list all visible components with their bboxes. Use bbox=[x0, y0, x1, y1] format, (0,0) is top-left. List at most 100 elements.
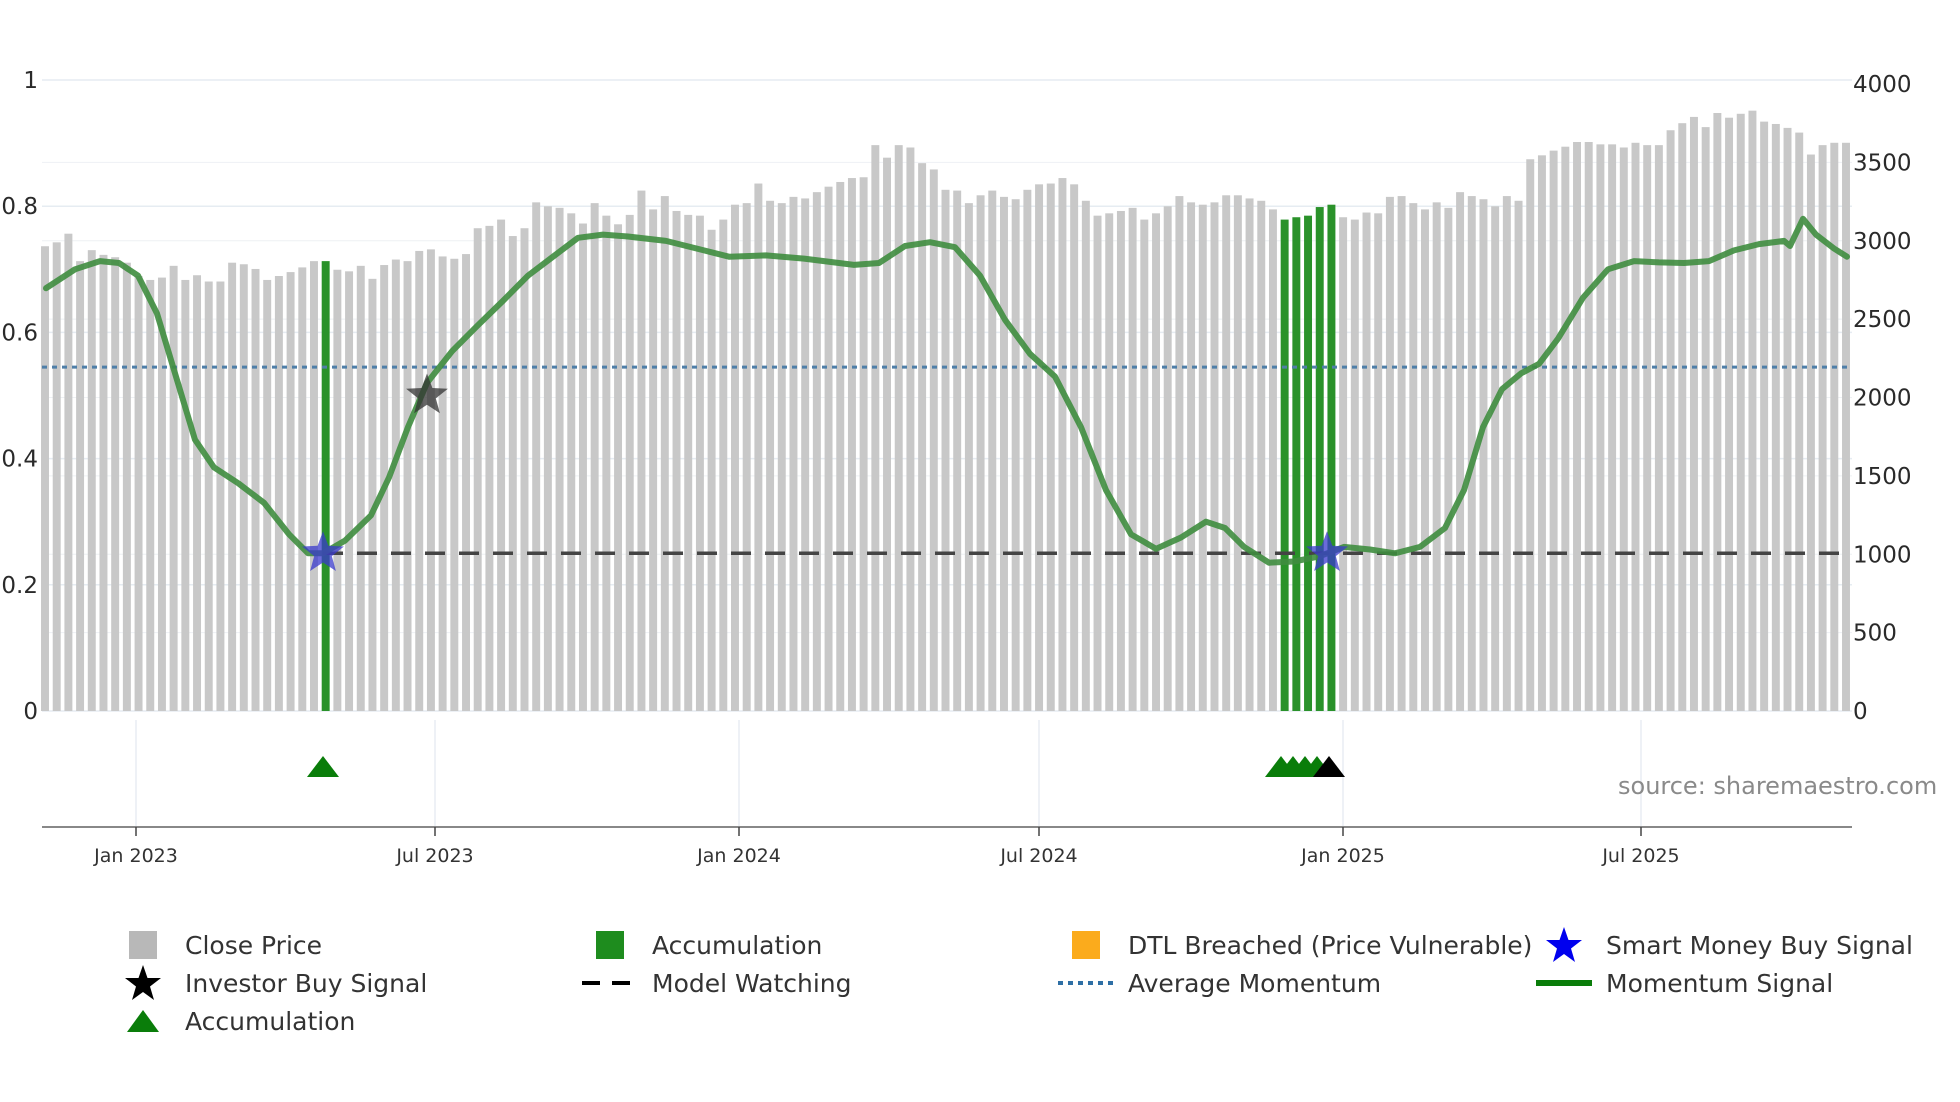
x-tick-label: Jul 2025 bbox=[1601, 845, 1679, 867]
close-price-bar bbox=[485, 225, 494, 711]
right-tick-label: 500 bbox=[1853, 621, 1897, 647]
close-price-bar bbox=[1011, 199, 1020, 711]
legend-accumulation-bar[interactable]: Accumulation bbox=[580, 929, 822, 961]
close-price-bar bbox=[134, 276, 143, 711]
close-price-bar bbox=[1701, 127, 1710, 711]
close-price-bar bbox=[345, 271, 354, 711]
x-tick-label: Jan 2024 bbox=[696, 845, 781, 867]
right-tick-label: 3000 bbox=[1853, 229, 1912, 255]
close-price-bar bbox=[1514, 200, 1523, 711]
close-price-bar bbox=[836, 181, 845, 711]
x-tick-label: Jul 2024 bbox=[999, 845, 1077, 867]
legend-average-momentum[interactable]: Average Momentum bbox=[1056, 967, 1381, 999]
close-price-bar bbox=[1222, 195, 1231, 712]
close-price-bar bbox=[1070, 184, 1079, 711]
close-price-bar bbox=[368, 278, 377, 711]
close-price-bar bbox=[76, 261, 85, 711]
legend-accumulation-marker[interactable]: Accumulation bbox=[113, 1005, 355, 1037]
close-price-bar bbox=[157, 277, 166, 711]
close-price-bar bbox=[719, 219, 728, 711]
legend-momentum-signal[interactable]: Momentum Signal bbox=[1534, 967, 1833, 999]
close-price-bar bbox=[824, 186, 833, 711]
close-price-bar bbox=[193, 275, 202, 711]
square-icon bbox=[113, 929, 173, 961]
accumulation-bar bbox=[321, 261, 330, 711]
close-price-bar bbox=[391, 259, 400, 711]
close-price-bar bbox=[812, 192, 821, 712]
left-tick-label: 0.8 bbox=[1, 194, 38, 220]
close-price-bar bbox=[497, 219, 506, 711]
close-price-bar bbox=[426, 249, 435, 711]
close-price-bar bbox=[403, 261, 412, 711]
close-price-bar bbox=[672, 210, 681, 711]
close-price-bar bbox=[1175, 196, 1184, 712]
legend-investor-buy[interactable]: Investor Buy Signal bbox=[113, 965, 427, 1000]
right-tick-label: 3500 bbox=[1853, 150, 1912, 176]
accumulation-bar bbox=[1280, 219, 1289, 711]
close-price-bar bbox=[1421, 209, 1429, 711]
close-price-bar bbox=[906, 147, 915, 711]
close-price-bar bbox=[1245, 198, 1254, 712]
close-price-bar bbox=[1526, 159, 1535, 712]
left-y-axis: 0 0.2 0.4 0.6 0.8 1 bbox=[1, 68, 38, 725]
close-price-bar bbox=[251, 268, 260, 711]
close-price-bar bbox=[1666, 130, 1675, 711]
close-price-bar bbox=[228, 262, 237, 711]
close-price-bar bbox=[847, 178, 856, 712]
x-axis: Jan 2023 Jul 2023 Jan 2024 Jul 2024 Jan 2025… bbox=[42, 826, 1852, 867]
legend-dtl-breached[interactable]: DTL Breached (Price Vulnerable) bbox=[1056, 929, 1532, 961]
close-price-bar bbox=[602, 215, 611, 712]
close-price-bar bbox=[625, 214, 634, 712]
legend-close-price[interactable]: Close Price bbox=[113, 929, 322, 961]
left-tick-label: 0.2 bbox=[1, 573, 38, 599]
close-price-bar bbox=[1210, 202, 1219, 711]
close-price-bar bbox=[1596, 144, 1605, 711]
close-price-bar bbox=[1350, 219, 1359, 711]
close-price-bar bbox=[1608, 144, 1617, 711]
close-price-bar bbox=[590, 203, 599, 711]
close-price-bar bbox=[555, 207, 564, 711]
close-price-bar bbox=[204, 281, 213, 711]
close-price-bar bbox=[1268, 209, 1277, 711]
close-price-bar bbox=[52, 242, 61, 711]
close-price-bar bbox=[1187, 202, 1196, 711]
close-price-bar bbox=[883, 157, 892, 712]
close-price-bar bbox=[707, 229, 716, 711]
close-price-bar bbox=[953, 190, 962, 712]
close-price-bar bbox=[578, 223, 587, 711]
star-icon bbox=[1534, 927, 1594, 962]
right-tick-label: 2500 bbox=[1853, 307, 1912, 333]
reference-lines bbox=[42, 365, 1852, 555]
right-y-axis: 0 500 1000 1500 2000 2500 3000 3500 4000 bbox=[1853, 72, 1912, 725]
legend-smart-money-buy[interactable]: Smart Money Buy Signal bbox=[1534, 927, 1913, 962]
left-tick-label: 0.6 bbox=[1, 320, 38, 346]
close-price-bar bbox=[298, 267, 307, 711]
close-price-bar bbox=[1444, 207, 1453, 711]
left-tick-label: 0 bbox=[23, 699, 38, 725]
close-price-bar bbox=[918, 163, 927, 711]
close-price-bar bbox=[1725, 117, 1734, 712]
signal-markers bbox=[302, 373, 1348, 777]
square-icon bbox=[1056, 929, 1116, 961]
close-price-bar bbox=[1537, 155, 1546, 712]
close-price-bar bbox=[742, 203, 751, 711]
close-price-bar bbox=[169, 265, 178, 711]
dashed-line-icon bbox=[580, 967, 640, 999]
triangle-icon bbox=[113, 1005, 173, 1037]
close-price-bar bbox=[1549, 150, 1558, 711]
accumulation-bar bbox=[1304, 215, 1313, 712]
accumulation-bar bbox=[1327, 204, 1336, 711]
close-price-bar bbox=[1783, 127, 1792, 711]
close-price-bar bbox=[1152, 213, 1160, 711]
star-icon bbox=[113, 965, 173, 1000]
close-price-bar bbox=[1584, 141, 1593, 711]
close-price-bar bbox=[1713, 112, 1722, 711]
close-price-bar bbox=[1456, 192, 1465, 712]
close-price-bar bbox=[286, 272, 295, 711]
close-price-bar bbox=[1502, 196, 1511, 712]
close-price-bar bbox=[508, 236, 517, 712]
close-price-bar bbox=[450, 258, 459, 711]
legend-model-watching[interactable]: Model Watching bbox=[580, 967, 852, 999]
